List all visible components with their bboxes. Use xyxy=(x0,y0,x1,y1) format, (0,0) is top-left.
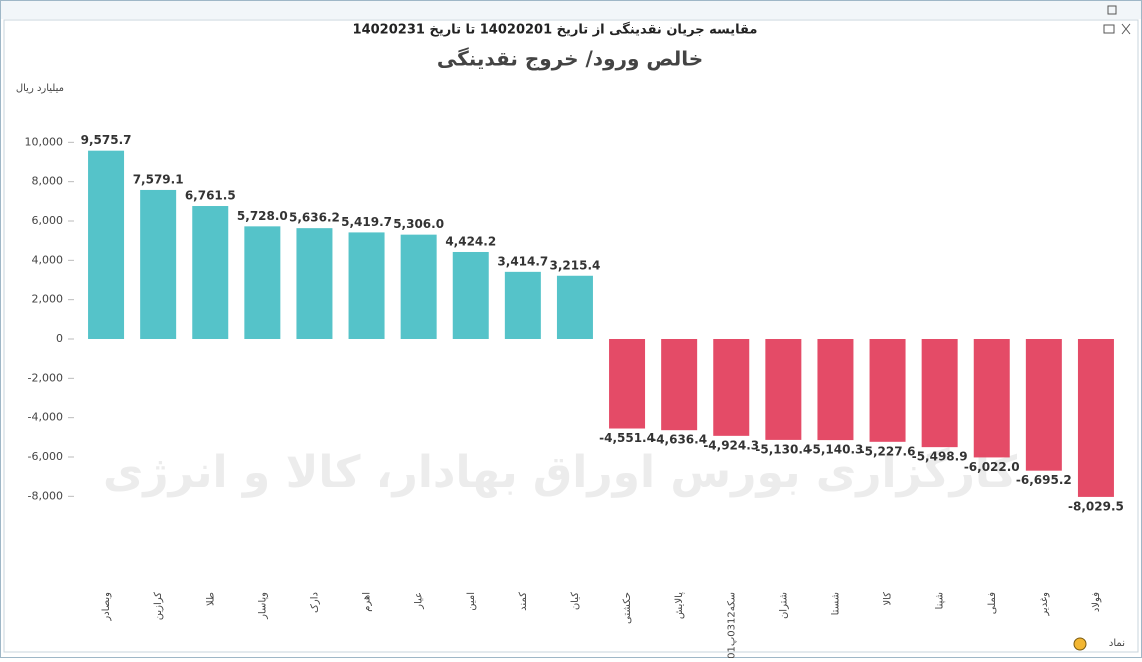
value-label: 5,728.0 xyxy=(237,209,288,223)
x-tick-label: کرازین xyxy=(153,592,164,621)
value-label: -8,029.5 xyxy=(1068,499,1124,513)
bar xyxy=(1025,339,1062,471)
value-label: -5,498.9 xyxy=(912,450,968,464)
y-tick-label: -2,000 xyxy=(28,371,63,384)
x-tick-label: حکشتی xyxy=(622,592,633,624)
x-tick-label: امین xyxy=(466,592,477,611)
y-tick-label: 0 xyxy=(56,332,63,345)
x-tick-label: شستا xyxy=(830,592,841,615)
x-tick-label: دارک xyxy=(309,592,320,613)
y-tick-label: 2,000 xyxy=(32,293,64,306)
value-label: -4,636.4 xyxy=(651,433,707,447)
bar xyxy=(452,251,489,339)
x-tick-label: پالایش xyxy=(674,592,685,619)
bar xyxy=(140,189,177,339)
x-tick-label: فملی xyxy=(987,592,998,614)
x-tick-label: کیان xyxy=(570,592,581,610)
value-label: 5,419.7 xyxy=(341,215,392,229)
value-label: -4,924.3 xyxy=(703,438,759,452)
value-label: 4,424.2 xyxy=(445,234,496,248)
x-tick-label: فولاد xyxy=(1091,592,1102,612)
refresh-icon[interactable] xyxy=(1073,637,1087,651)
value-label: 6,761.5 xyxy=(185,189,236,203)
bar xyxy=(1077,339,1114,497)
x-tick-label: طلا xyxy=(205,592,216,606)
value-label: 9,575.7 xyxy=(81,133,132,147)
bar xyxy=(88,150,125,339)
y-axis-label: میلیارد ریال xyxy=(16,83,64,94)
value-label: 7,579.1 xyxy=(133,172,184,186)
bar xyxy=(504,271,541,339)
y-tick-label: -6,000 xyxy=(28,450,63,463)
y-tick-label: -4,000 xyxy=(28,411,63,424)
y-tick-label: 10,000 xyxy=(25,135,64,148)
bar xyxy=(192,206,229,339)
chart-title: خالص ورود/ خروج نقدینگی xyxy=(437,47,703,71)
bar xyxy=(296,228,333,339)
bar xyxy=(765,339,802,440)
bar xyxy=(400,234,437,339)
print-button[interactable] xyxy=(1103,24,1115,34)
x-tick-label: وغدیر xyxy=(1039,592,1050,617)
bar xyxy=(244,226,281,339)
bar xyxy=(713,339,750,436)
bar xyxy=(973,339,1010,458)
window-title: مقایسه جریان نقدینگی از تاریخ 14020201 ت… xyxy=(353,22,758,38)
x-tick-label: شتران xyxy=(778,592,789,619)
value-label: -6,695.2 xyxy=(1016,473,1072,487)
bar xyxy=(921,339,958,448)
title-bar xyxy=(1,1,1141,19)
value-label: -6,022.0 xyxy=(964,460,1020,474)
value-label: -5,130.4 xyxy=(755,442,811,456)
value-label: 3,414.7 xyxy=(497,254,548,268)
x-tick-label: وبصادر xyxy=(101,592,112,622)
bar xyxy=(661,339,698,431)
bar xyxy=(817,339,854,441)
bar xyxy=(348,232,385,339)
close-button[interactable] xyxy=(1121,23,1131,35)
y-tick-label: 6,000 xyxy=(32,214,64,227)
x-tick-label: کالا xyxy=(883,592,894,606)
value-label: 3,215.4 xyxy=(550,258,601,272)
watermark: کارگزاری بورس اوراق بهادار، کالا و انرژی xyxy=(103,446,1017,498)
value-label: 5,636.2 xyxy=(289,211,340,225)
y-tick-label: 4,000 xyxy=(32,253,64,266)
x-tick-label: شپنا xyxy=(935,592,946,609)
value-label: -5,227.6 xyxy=(860,444,916,458)
x-tick-label: کمند xyxy=(518,592,529,611)
bar xyxy=(556,275,593,339)
x-tick-label: وپاسار xyxy=(257,592,268,620)
y-tick-label: -8,000 xyxy=(28,489,63,502)
value-label: -5,140.3 xyxy=(808,443,864,457)
maximize-button[interactable] xyxy=(1107,5,1117,15)
x-axis-label: نماد xyxy=(1109,638,1125,649)
x-tick-label: سکه0312پ01 xyxy=(726,592,737,658)
value-label: 5,306.0 xyxy=(393,217,444,231)
x-tick-label: اهرم xyxy=(362,592,373,612)
y-tick-label: 8,000 xyxy=(32,175,64,188)
x-tick-label: عیار xyxy=(414,592,425,610)
value-label: -4,551.4 xyxy=(599,431,655,445)
bar xyxy=(869,339,906,442)
bar xyxy=(609,339,646,429)
